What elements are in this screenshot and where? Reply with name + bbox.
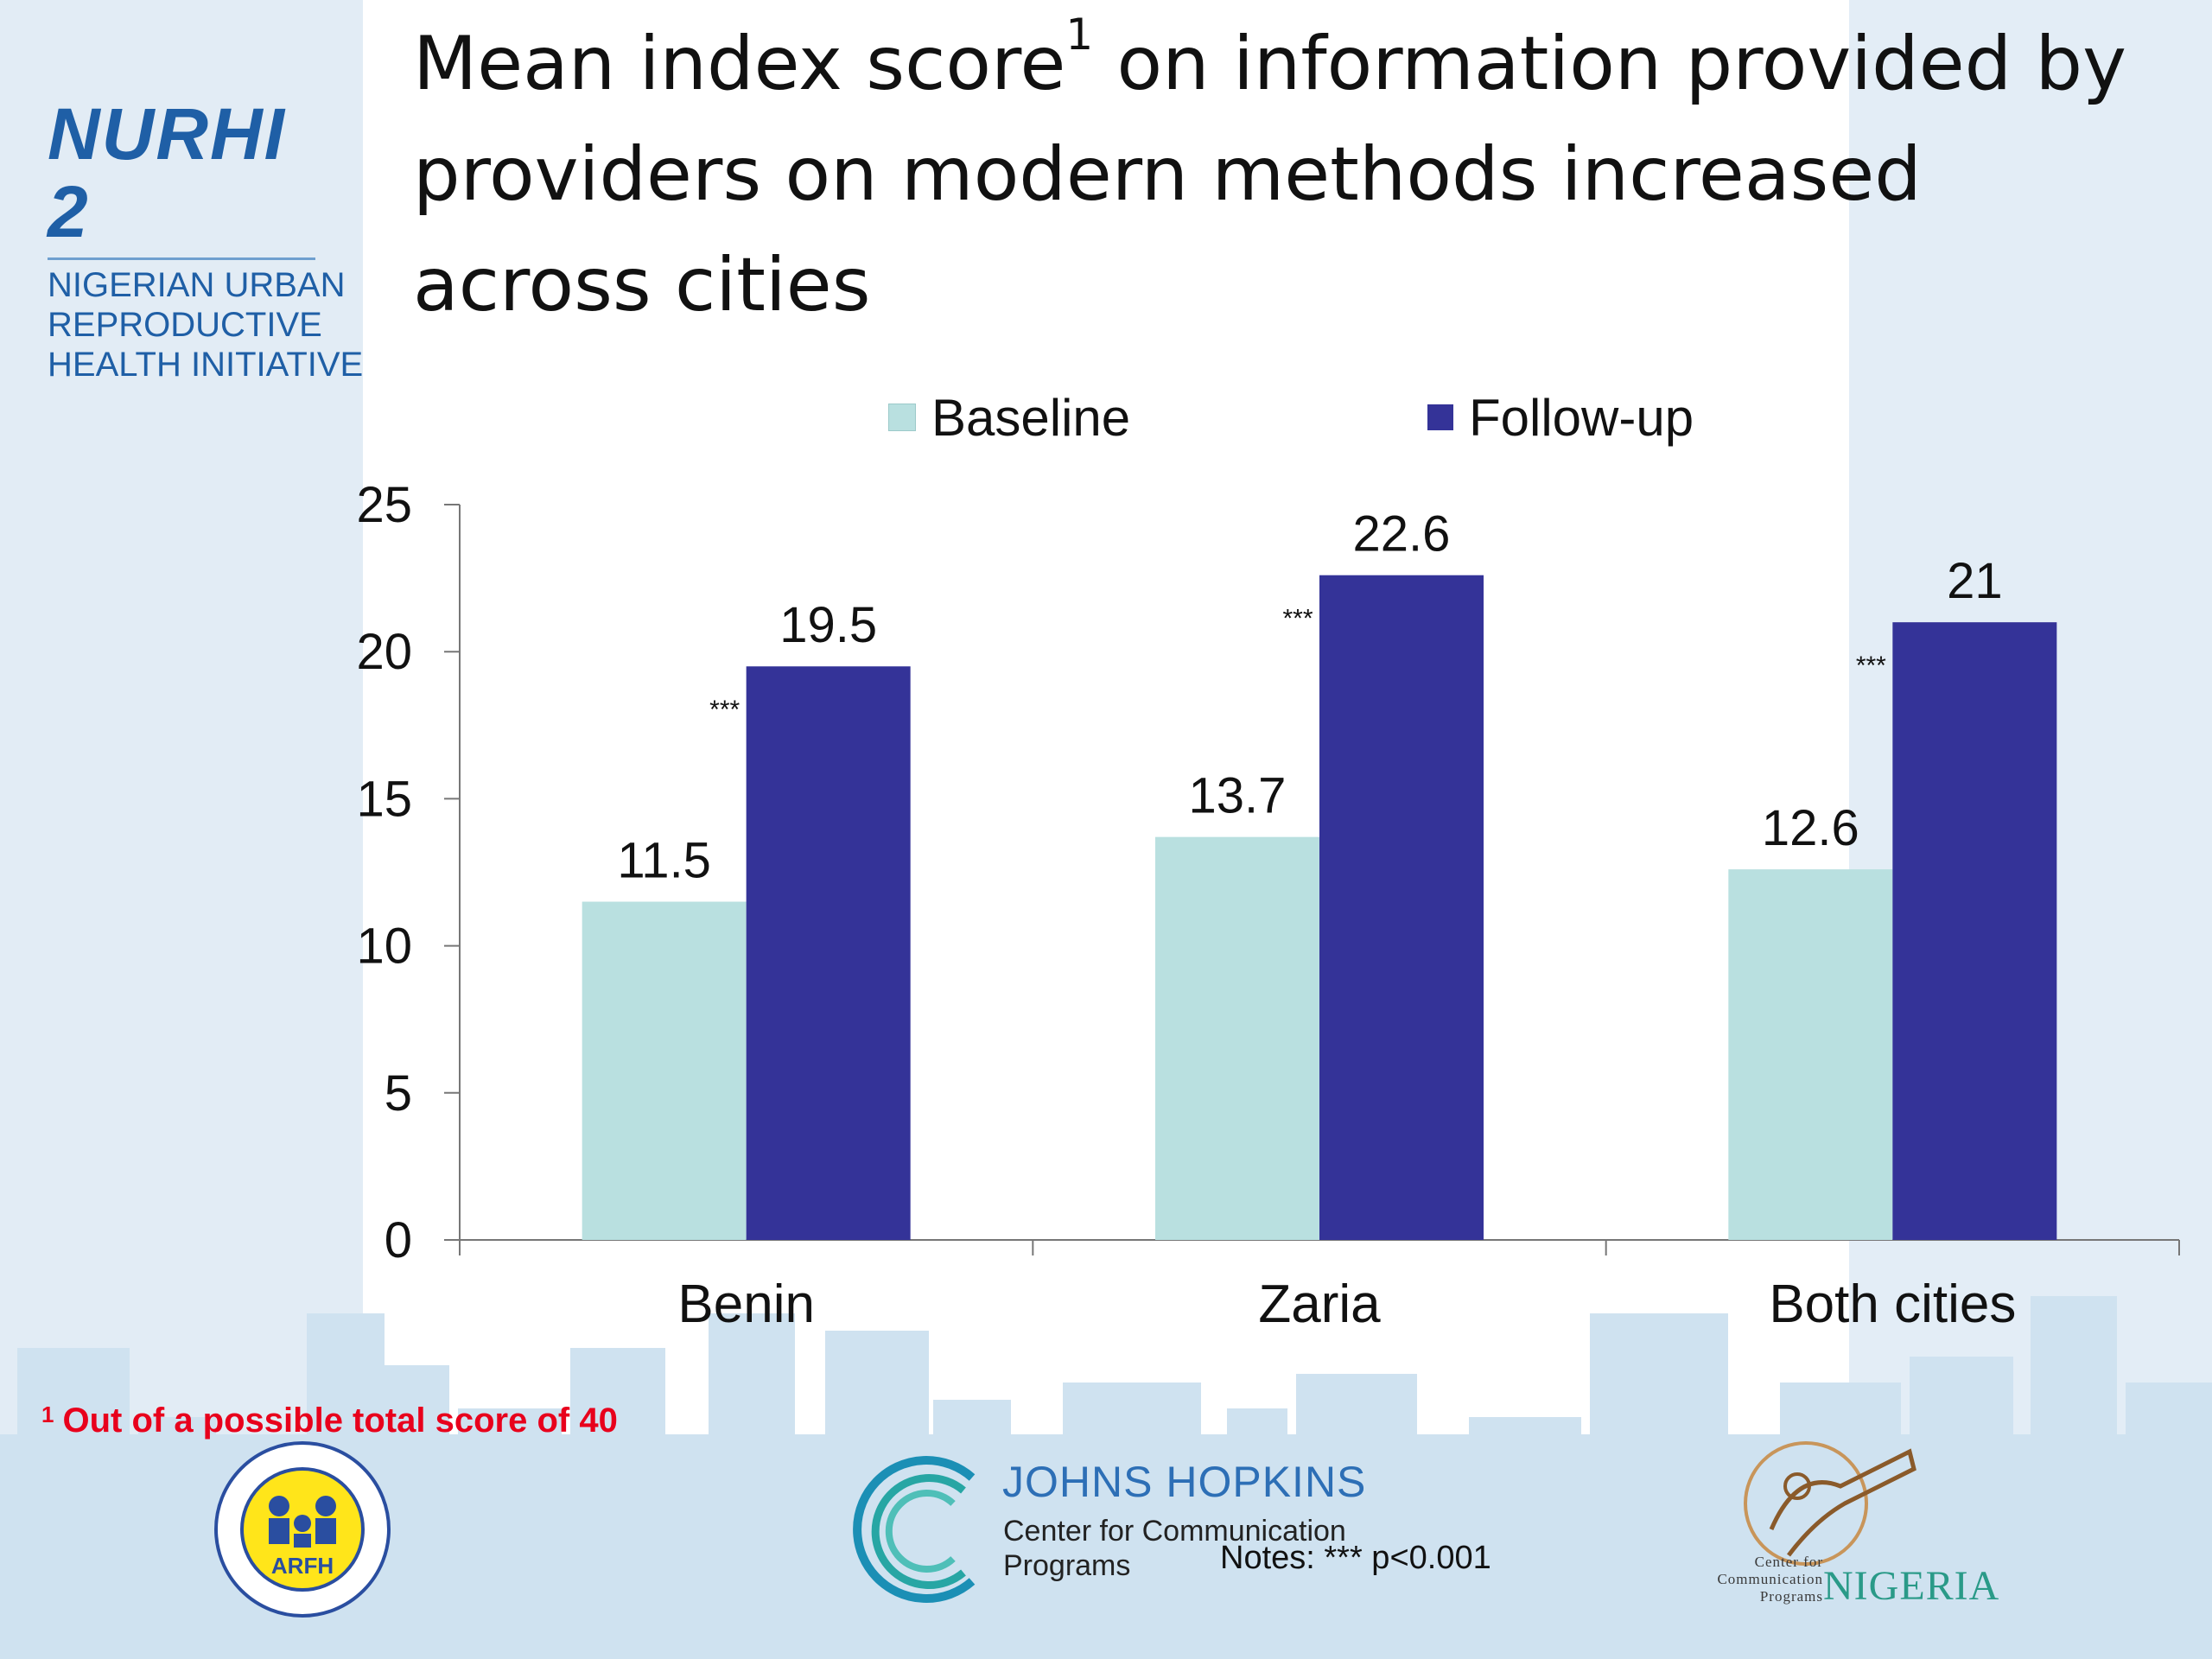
jhu-logo-name: JOHNS HOPKINS bbox=[1002, 1458, 1367, 1506]
legend-swatch-baseline bbox=[888, 404, 916, 431]
significance-marker: *** bbox=[1856, 652, 1886, 680]
nurhi-logo-word: NURHI 2 bbox=[48, 93, 286, 252]
significance-marker: *** bbox=[1282, 605, 1313, 633]
ccp-logo-line2: Communication bbox=[1717, 1571, 1823, 1587]
legend-label-follow-up: Follow-up bbox=[1469, 388, 1694, 447]
x-category-label: Zaria bbox=[1258, 1274, 1381, 1334]
title-superscript: 1 bbox=[1065, 10, 1094, 60]
arfh-emblem-icon bbox=[214, 1441, 391, 1618]
significance-note: Notes: *** p<0.001 bbox=[1220, 1540, 1491, 1576]
slide-title-rest: on information provided by providers on … bbox=[413, 21, 2127, 328]
data-label: 11.5 bbox=[617, 833, 711, 889]
nurhi-logo-line1: NIGERIAN URBAN bbox=[48, 266, 346, 304]
data-label: 19.5 bbox=[779, 597, 877, 653]
footnote-text: Out of a possible total score of 40 bbox=[62, 1402, 618, 1440]
x-category-label: Both cities bbox=[1769, 1274, 2016, 1334]
significance-marker: *** bbox=[709, 696, 740, 724]
nurhi-logo-line2: REPRODUCTIVE bbox=[48, 306, 322, 344]
legend-label-baseline: Baseline bbox=[931, 388, 1131, 447]
jhu-logo-line1: Center for Communication bbox=[1003, 1515, 1346, 1548]
bar-baseline bbox=[582, 901, 747, 1240]
x-category-label: Benin bbox=[677, 1274, 815, 1334]
bar-baseline bbox=[1728, 869, 1893, 1240]
legend-item-baseline: Baseline bbox=[888, 387, 1130, 448]
y-tick-label: 0 bbox=[385, 1212, 412, 1268]
arfh-logo-abbr: ARFH bbox=[270, 1553, 334, 1579]
bar-follow-up bbox=[746, 666, 911, 1240]
slide-title-text: Mean index score bbox=[413, 21, 1066, 107]
jhu-logo-line2: Programs bbox=[1003, 1549, 1131, 1582]
ccp-logo-line3: Programs bbox=[1759, 1588, 1823, 1605]
trumpeter-icon bbox=[1744, 1441, 1916, 1566]
footnote: 1 Out of a possible total score of 40 bbox=[41, 1402, 618, 1440]
ccp-logo-small-text: Center for Communication Programs bbox=[1659, 1554, 1823, 1605]
data-label: 21 bbox=[1947, 553, 2003, 609]
y-tick-label: 15 bbox=[356, 771, 412, 827]
bar-follow-up bbox=[1319, 575, 1484, 1240]
arfh-logo: ARFH bbox=[212, 1439, 393, 1624]
bar-follow-up bbox=[1892, 622, 2057, 1240]
data-label: 13.7 bbox=[1189, 768, 1287, 824]
data-label: 22.6 bbox=[1353, 506, 1451, 563]
y-tick-label: 25 bbox=[356, 477, 412, 533]
nurhi-logo-line3: HEALTH INITIATIVE bbox=[48, 346, 364, 384]
ccp-logo-nigeria: NIGERIA bbox=[1823, 1563, 2000, 1609]
jhu-swirl-icon bbox=[853, 1456, 976, 1603]
legend-swatch-follow-up bbox=[1427, 404, 1453, 430]
y-tick-label: 5 bbox=[385, 1065, 412, 1122]
legend-item-follow-up: Follow-up bbox=[1427, 387, 1694, 448]
nurhi-logo: NURHI 2 NIGERIAN URBAN REPRODUCTIVE HEAL… bbox=[48, 93, 364, 385]
y-tick-label: 20 bbox=[356, 624, 412, 680]
nurhi-logo-divider bbox=[48, 257, 315, 260]
ccp-logo-line1: Center for bbox=[1754, 1554, 1823, 1570]
bar-baseline bbox=[1155, 836, 1319, 1240]
data-label: 12.6 bbox=[1762, 800, 1859, 856]
footnote-marker: 1 bbox=[41, 1402, 54, 1427]
y-tick-label: 10 bbox=[356, 918, 412, 975]
slide-title: Mean index score1 on information provide… bbox=[413, 9, 2133, 340]
